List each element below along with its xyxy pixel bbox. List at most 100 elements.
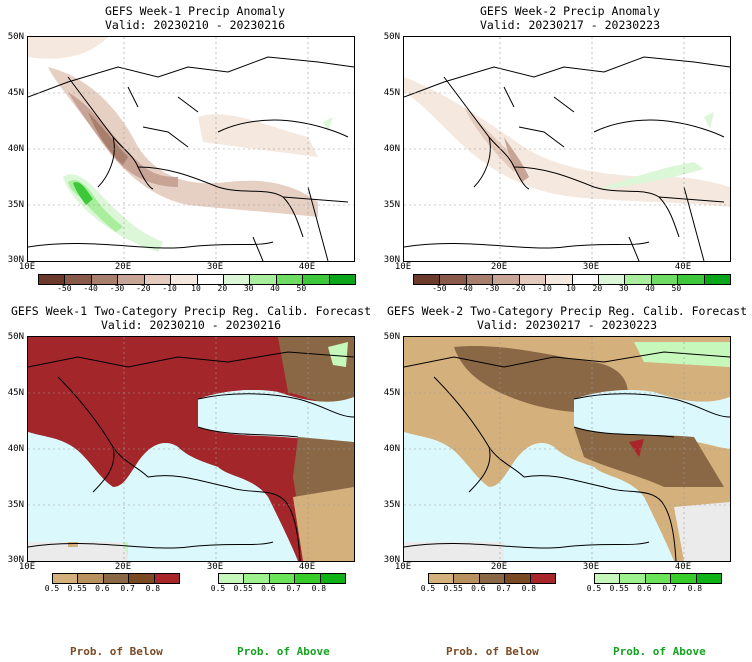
colorbar-tick-label: 0.6 xyxy=(95,584,110,593)
colorbar-swatch xyxy=(598,275,626,284)
colorbar-tick-label: 0.8 xyxy=(687,584,703,593)
colorbar-tick-label: 20 xyxy=(592,284,603,293)
colorbar-swatch xyxy=(154,574,180,583)
colorbar-swatch xyxy=(129,574,155,583)
colorbar-swatch xyxy=(244,574,270,583)
lat-label: 30N xyxy=(383,555,400,565)
colorbar-tick-label: 0.7 xyxy=(286,584,301,593)
lon-label: 20E xyxy=(490,262,508,272)
lat-label: 50N xyxy=(383,332,400,342)
colorbar-tick-label: -20 xyxy=(511,284,526,293)
colorbar-tick-label: -20 xyxy=(136,284,151,293)
lon-label: 40E xyxy=(674,562,692,572)
prob-below-colorbar-2 xyxy=(428,573,556,584)
colorbar-swatch xyxy=(645,574,672,583)
colorbar-tick-label: -40 xyxy=(83,284,98,293)
lat-label: 50N xyxy=(7,332,24,342)
colorbar-tick-label: 0.6 xyxy=(637,584,652,593)
panel2-valid: Valid: 20230217 - 20230223 xyxy=(479,18,660,32)
colorbar-tick-label: 0.8 xyxy=(311,584,327,593)
colorbar-swatch xyxy=(530,574,556,583)
lon-label: 10E xyxy=(394,262,412,272)
lat-label: 30N xyxy=(7,255,24,265)
colorbar-tick-label: 0.5 xyxy=(210,584,226,593)
colorbar-tick-label: 0.8 xyxy=(145,584,161,593)
colorbar-tick-label: 40 xyxy=(645,284,655,293)
colorbar-swatch xyxy=(118,275,145,284)
prob-below-label: Prob. of Below xyxy=(446,645,539,658)
colorbar-swatch xyxy=(329,275,356,284)
colorbar-swatch xyxy=(171,275,198,284)
panel1-title: GEFS Week-1 Precip Anomaly xyxy=(104,4,285,18)
lon-label: 10E xyxy=(18,562,36,572)
panel4-valid: Valid: 20230217 - 20230223 xyxy=(476,318,657,332)
colorbar-tick-label: 0.8 xyxy=(521,584,537,593)
colorbar-tick-label: 0.55 xyxy=(233,584,253,593)
lat-label: 35N xyxy=(383,200,400,210)
colorbar-swatch xyxy=(429,574,455,583)
lon-label: 30E xyxy=(206,562,224,572)
panel4-map xyxy=(403,336,731,562)
lat-label: 40N xyxy=(383,444,400,454)
colorbar-swatch xyxy=(197,275,224,284)
lon-label: 20E xyxy=(490,562,508,572)
colorbar-swatch xyxy=(295,574,321,583)
colorbar-swatch xyxy=(546,275,573,284)
colorbar-swatch xyxy=(144,275,172,284)
lat-label: 50N xyxy=(383,32,400,42)
lat-label: 35N xyxy=(7,500,24,510)
colorbar-tick-label: 0.5 xyxy=(586,584,602,593)
colorbar-swatch xyxy=(53,574,79,583)
colorbar-tick-label: -10 xyxy=(537,284,552,293)
colorbar-tick-label: 0.7 xyxy=(496,584,511,593)
colorbar-swatch xyxy=(466,275,494,284)
lat-label: 45N xyxy=(7,388,24,398)
lon-label: 10E xyxy=(394,562,412,572)
panel2-map xyxy=(403,36,731,262)
colorbar-swatch xyxy=(303,275,330,284)
colorbar-swatch xyxy=(505,574,531,583)
colorbar-swatch xyxy=(625,275,652,284)
colorbar-tick-label: 10 xyxy=(191,284,201,293)
colorbar-tick-label: 0.5 xyxy=(420,584,436,593)
colorbar-swatch xyxy=(91,275,119,284)
colorbar-swatch xyxy=(78,574,104,583)
colorbar-tick-label: 20 xyxy=(217,284,228,293)
lon-label: 40E xyxy=(298,562,316,572)
colorbar-swatch xyxy=(454,574,480,583)
colorbar-tick-label: 0.55 xyxy=(67,584,87,593)
colorbar-tick-label: -40 xyxy=(458,284,473,293)
lat-label: 40N xyxy=(7,444,24,454)
colorbar-tick-label: 0.55 xyxy=(609,584,629,593)
colorbar-tick-label: 30 xyxy=(243,284,254,293)
prob-below-label: Prob. of Below xyxy=(70,645,163,658)
colorbar-swatch xyxy=(65,275,92,284)
colorbar-swatch xyxy=(620,574,646,583)
lon-label: 40E xyxy=(298,262,316,272)
colorbar-tick-label: -30 xyxy=(109,284,125,293)
colorbar-tick-label: 0.7 xyxy=(662,584,677,593)
colorbar-tick-label: 0.55 xyxy=(443,584,463,593)
lat-label: 35N xyxy=(7,200,24,210)
colorbar-swatch xyxy=(595,574,621,583)
lon-label: 20E xyxy=(114,262,132,272)
lat-label: 40N xyxy=(383,144,400,154)
prob-above-label: Prob. of Above xyxy=(237,645,330,658)
prob-below-colorbar-1 xyxy=(52,573,180,584)
anomaly-colorbar-2 xyxy=(413,274,731,285)
colorbar-swatch xyxy=(671,574,697,583)
lat-label: 30N xyxy=(383,255,400,265)
colorbar-swatch xyxy=(572,275,599,284)
colorbar-swatch xyxy=(320,574,346,583)
colorbar-swatch xyxy=(493,275,520,284)
colorbar-swatch xyxy=(103,574,130,583)
lon-label: 10E xyxy=(18,262,36,272)
colorbar-tick-label: 0.6 xyxy=(261,584,276,593)
lat-label: 45N xyxy=(7,88,24,98)
colorbar-swatch xyxy=(696,574,722,583)
lon-label: 30E xyxy=(582,562,600,572)
colorbar-swatch xyxy=(414,275,441,284)
panel3-map xyxy=(27,336,355,562)
colorbar-swatch xyxy=(678,275,705,284)
colorbar-tick-label: 0.6 xyxy=(471,584,486,593)
